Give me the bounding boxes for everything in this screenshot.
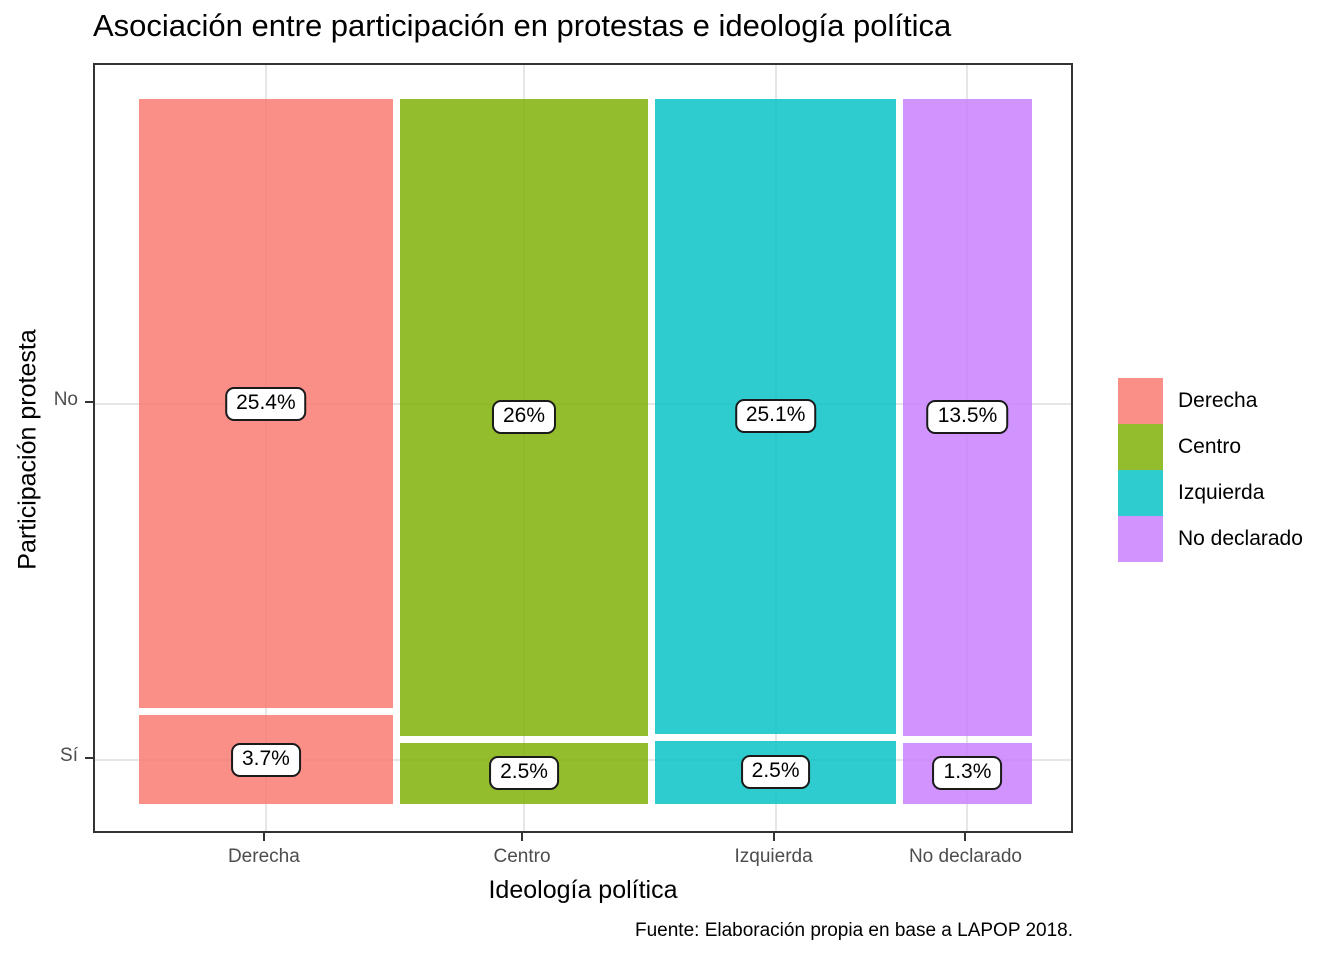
value-label-derecha-si: 3.7% — [230, 742, 301, 777]
value-label-derecha-no: 25.4% — [225, 386, 307, 421]
x-tick-label-izquierda: Izquierda — [734, 846, 813, 867]
legend-swatch-izquierda — [1118, 470, 1163, 516]
y-tick — [85, 400, 93, 403]
y-tick-label-si: Sí — [60, 744, 78, 766]
value-label-centro-no: 26% — [491, 400, 557, 435]
value-label-centro-si: 2.5% — [489, 756, 559, 791]
legend-item-izquierda: Izquierda — [1118, 470, 1303, 516]
value-label-no-declarado-no: 13.5% — [926, 400, 1009, 435]
chart-title: Asociación entre participación en protes… — [93, 8, 952, 43]
x-tick-label-no-declarado: No declarado — [908, 846, 1022, 867]
legend-swatch-centro — [1118, 424, 1163, 470]
legend-swatch-derecha — [1118, 378, 1163, 424]
value-label-izquierda-no: 25.1% — [734, 399, 817, 434]
legend: Derecha Centro Izquierda No declarado — [1118, 378, 1303, 562]
legend-item-no-declarado: No declarado — [1118, 516, 1303, 562]
y-tick — [85, 756, 93, 759]
legend-label: Centro — [1178, 435, 1242, 458]
x-tick-label-derecha: Derecha — [227, 846, 300, 867]
x-tick — [262, 833, 265, 841]
legend-item-centro: Centro — [1118, 424, 1303, 470]
legend-label: No declarado — [1178, 527, 1303, 550]
x-tick-label-centro: Centro — [493, 846, 551, 867]
value-label-izquierda-si: 2.5% — [740, 755, 811, 790]
legend-label: Izquierda — [1178, 481, 1265, 504]
legend-label: Derecha — [1178, 389, 1258, 412]
value-label-no-declarado-si: 1.3% — [932, 756, 1003, 791]
x-tick — [964, 833, 967, 841]
x-axis-title: Ideología política — [488, 876, 678, 904]
legend-swatch-no-declarado — [1118, 516, 1163, 562]
x-tick — [772, 833, 775, 841]
legend-item-derecha: Derecha — [1118, 378, 1303, 424]
plot-panel: 25.4% 3.7% 26% 2.5% 25.1% 2.5% 13.5% 1.3% — [93, 63, 1073, 833]
y-axis-title: Participación protesta — [13, 329, 42, 570]
source-caption: Fuente: Elaboración propia en base a LAP… — [634, 920, 1073, 941]
x-tick — [521, 833, 523, 841]
y-tick-label-no: No — [53, 388, 78, 410]
